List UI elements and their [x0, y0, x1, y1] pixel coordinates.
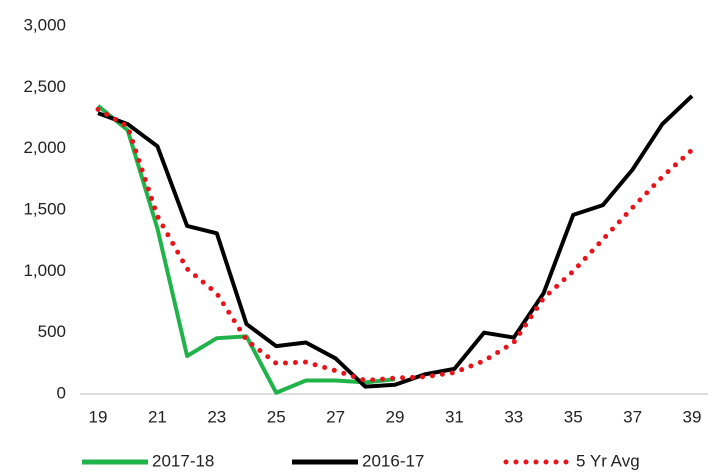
legend-label: 5 Yr Avg — [576, 451, 640, 470]
x-tick-label: 19 — [89, 407, 108, 426]
x-tick-label: 39 — [683, 407, 702, 426]
y-tick-label: 500 — [38, 322, 66, 341]
y-tick-label: 2,000 — [23, 138, 66, 157]
x-tick-label: 37 — [623, 407, 642, 426]
y-tick-label: 2,500 — [23, 77, 66, 96]
x-tick-label: 29 — [386, 407, 405, 426]
x-tick-label: 31 — [445, 407, 464, 426]
series-line — [96, 104, 396, 395]
x-tick-label: 27 — [326, 407, 345, 426]
series-line — [97, 94, 694, 389]
legend-label: 2017-18 — [152, 451, 214, 470]
series-line — [95, 106, 695, 384]
y-tick-label: 1,500 — [23, 199, 66, 218]
x-tick-label: 33 — [504, 407, 523, 426]
x-tick-label: 21 — [148, 407, 167, 426]
y-tick-label: 0 — [57, 383, 66, 402]
x-tick-label: 35 — [564, 407, 583, 426]
y-tick-label: 1,000 — [23, 261, 66, 280]
y-tick-label: 3,000 — [23, 15, 66, 34]
legend-label: 2016-17 — [362, 451, 424, 470]
x-tick-label: 23 — [207, 407, 226, 426]
x-tick-label: 25 — [267, 407, 286, 426]
